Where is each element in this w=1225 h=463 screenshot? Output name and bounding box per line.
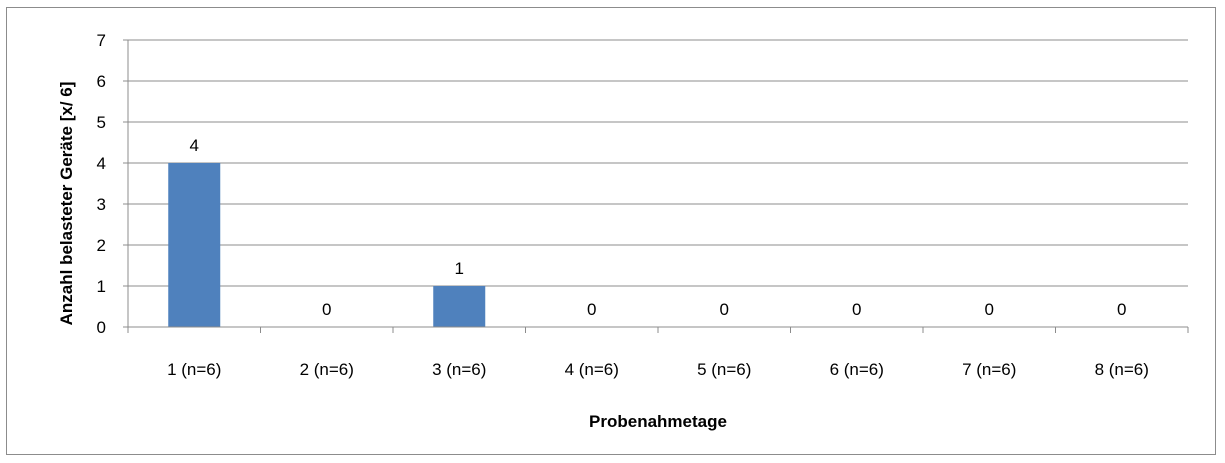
bar: [168, 163, 221, 327]
x-tick-label: 7 (n=6): [962, 360, 1016, 379]
bar: [433, 286, 486, 327]
x-tick-label: 6 (n=6): [830, 360, 884, 379]
x-tick-label: 1 (n=6): [167, 360, 221, 379]
data-label: 0: [322, 300, 331, 319]
x-tick-label: 8 (n=6): [1095, 360, 1149, 379]
data-label: 0: [720, 300, 729, 319]
data-label: 4: [190, 136, 199, 155]
x-tick-label: 4 (n=6): [565, 360, 619, 379]
y-tick-label: 2: [97, 236, 106, 255]
y-tick-label: 7: [97, 31, 106, 50]
data-label: 0: [985, 300, 994, 319]
axes: [123, 39, 1189, 333]
y-tick-label: 0: [97, 318, 106, 337]
data-label: 0: [1117, 300, 1126, 319]
y-tick-label: 3: [97, 195, 106, 214]
data-labels: 4 0 1 0 0 0 0 0: [190, 136, 1127, 319]
y-tick-label: 6: [97, 72, 106, 91]
x-tick-labels: 1 (n=6) 2 (n=6) 3 (n=6) 4 (n=6) 5 (n=6) 6 (n=…: [167, 360, 1149, 379]
y-tick-label: 1: [97, 277, 106, 296]
y-tick-label: 4: [97, 154, 106, 173]
y-tick-label: 5: [97, 113, 106, 132]
data-label: 1: [455, 259, 464, 278]
gridlines: [128, 39, 1188, 287]
x-tick-label: 2 (n=6): [300, 360, 354, 379]
x-tick-label: 3 (n=6): [432, 360, 486, 379]
x-axis-title: Probenahmetage: [589, 412, 727, 431]
y-tick-labels: 0 1 2 3 4 5 6 7: [97, 31, 106, 337]
x-tick-label: 5 (n=6): [697, 360, 751, 379]
data-label: 0: [587, 300, 596, 319]
data-label: 0: [852, 300, 861, 319]
y-axis-title: Anzahl belasteter Geräte [x/ 6]: [57, 82, 76, 326]
bars: [168, 163, 486, 327]
